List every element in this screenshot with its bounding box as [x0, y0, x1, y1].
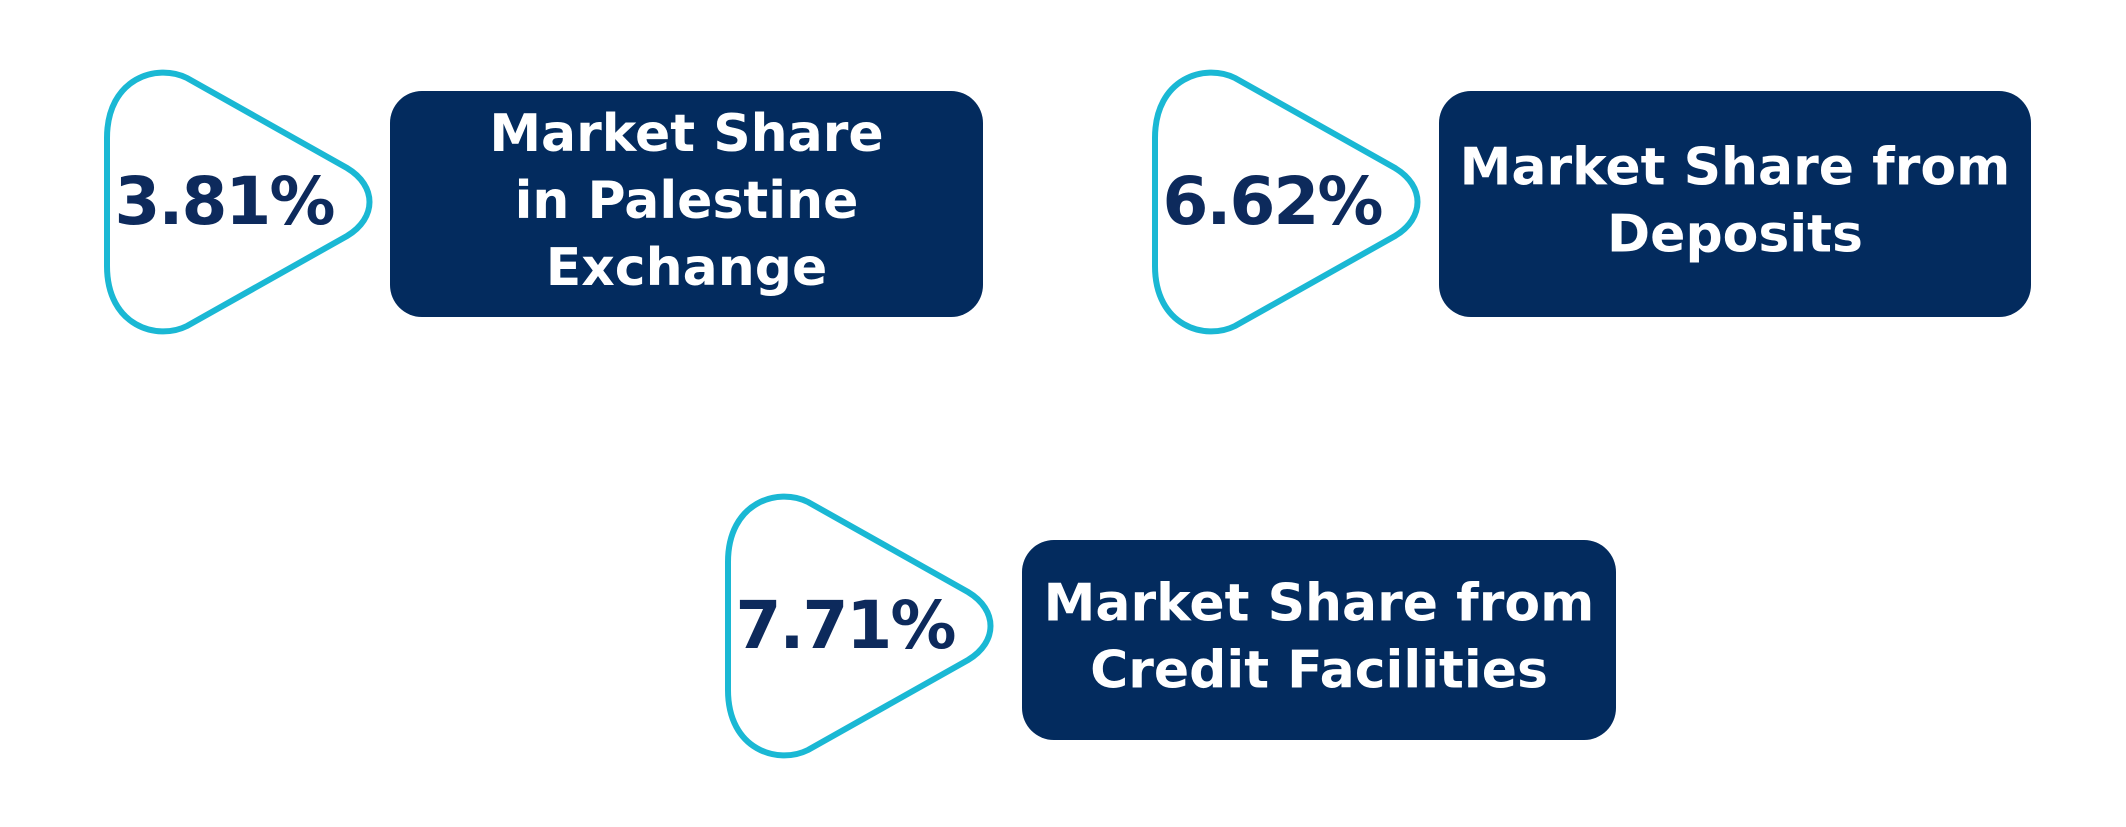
stat-label: Deposits: [1607, 205, 1863, 265]
stat-label: Market Share from: [1460, 138, 2011, 198]
label-box: [1439, 91, 2031, 317]
stat-label: Credit Facilities: [1090, 641, 1548, 701]
stat-card: 6.62% Market Share from Deposits: [1152, 69, 2031, 335]
stat-value: 6.62%: [1163, 163, 1383, 240]
label-box: [390, 91, 983, 317]
value-badge: [1152, 69, 1421, 335]
stat-label: Market Share: [489, 104, 883, 164]
stat-card: 3.81% Market Share in Palestine Exchange: [104, 69, 983, 335]
label-box: [1022, 540, 1616, 740]
stat-label: Market Share from: [1044, 574, 1595, 634]
value-badge: [725, 493, 994, 759]
stat-value: 3.81%: [115, 163, 335, 240]
stat-label: in Palestine: [515, 171, 859, 231]
stat-label: Exchange: [546, 238, 828, 298]
value-badge: [104, 69, 373, 335]
stat-value: 7.71%: [736, 587, 956, 664]
stat-card: 7.71% Market Share from Credit Facilities: [725, 493, 1616, 759]
